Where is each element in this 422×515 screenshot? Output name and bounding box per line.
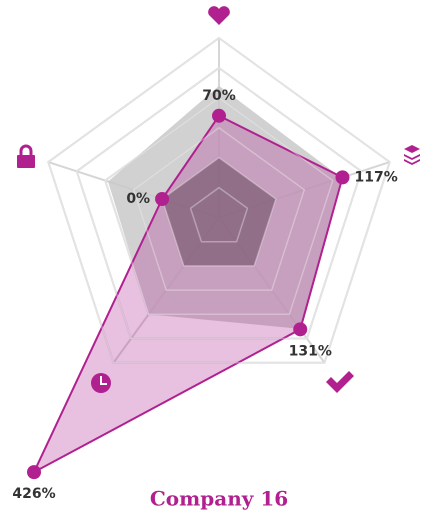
data-point xyxy=(27,465,42,480)
zero-ring-area xyxy=(162,157,276,266)
data-point xyxy=(293,322,308,337)
heart-icon xyxy=(208,6,230,25)
clock-icon xyxy=(91,373,111,393)
grid-ring xyxy=(47,36,391,364)
axis-icons xyxy=(17,6,420,393)
layers-icon xyxy=(404,145,420,165)
data-point xyxy=(335,170,350,185)
grid-ring xyxy=(75,66,363,340)
chart-title: Company 16 xyxy=(150,487,288,511)
grid-ring-overlay xyxy=(189,186,249,243)
data-point xyxy=(155,192,170,207)
data-label: 0% xyxy=(126,191,150,207)
grid-ring-overlay xyxy=(132,126,306,291)
lock-icon xyxy=(17,144,35,168)
data-point xyxy=(212,108,226,123)
grid-ring-overlay xyxy=(104,96,334,316)
data-label: 131% xyxy=(289,343,332,359)
grid-ring-overlay xyxy=(75,66,363,340)
data-label: 426% xyxy=(12,486,55,502)
grid-ring-overlay xyxy=(47,37,391,364)
grid-ring-overlay xyxy=(161,156,277,267)
data-label: 117% xyxy=(354,169,397,185)
data-label: 70% xyxy=(202,88,236,104)
check-icon xyxy=(326,371,354,393)
